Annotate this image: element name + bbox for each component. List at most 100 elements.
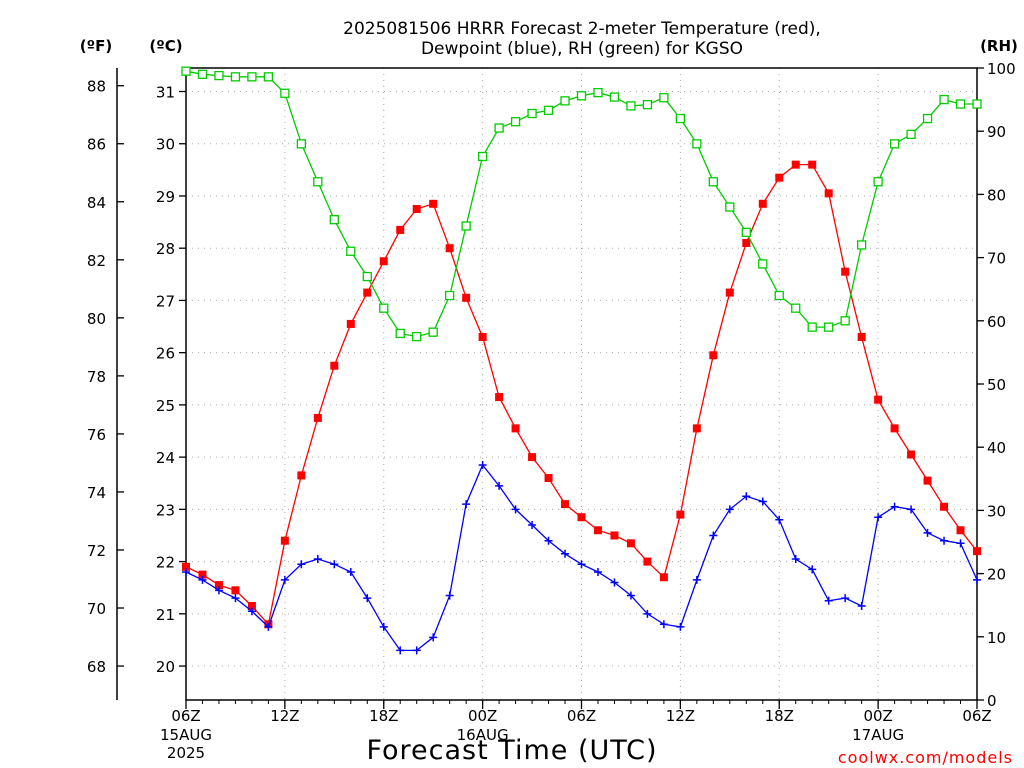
data-point bbox=[609, 92, 620, 102]
data-point bbox=[824, 322, 834, 332]
data-point bbox=[675, 113, 686, 124]
data-point bbox=[626, 539, 635, 548]
data-point bbox=[593, 526, 602, 535]
data-point bbox=[511, 424, 520, 433]
data-point bbox=[313, 554, 322, 563]
data-point bbox=[874, 395, 883, 404]
data-point bbox=[940, 536, 949, 545]
series-1 bbox=[182, 460, 981, 655]
data-point bbox=[907, 450, 916, 459]
tick-label-rh: 20 bbox=[987, 566, 1006, 584]
tick-label-celsius: 26 bbox=[156, 345, 175, 363]
tick-label-celsius: 31 bbox=[156, 84, 175, 102]
tick-label-fahrenheit: 82 bbox=[87, 252, 106, 270]
tick-label-fahrenheit: 78 bbox=[87, 368, 106, 386]
data-point bbox=[889, 139, 900, 149]
data-point bbox=[412, 331, 422, 342]
tick-label-fahrenheit: 70 bbox=[87, 600, 106, 618]
data-point bbox=[857, 332, 866, 341]
data-point bbox=[445, 244, 454, 253]
data-point bbox=[478, 332, 487, 341]
data-point bbox=[742, 492, 751, 501]
tick-label-fahrenheit: 84 bbox=[87, 194, 106, 212]
data-point bbox=[577, 513, 586, 522]
tick-label-celsius: 25 bbox=[156, 397, 175, 415]
data-point bbox=[808, 565, 817, 574]
data-point bbox=[197, 69, 208, 79]
data-point bbox=[791, 160, 800, 169]
data-point bbox=[412, 646, 421, 655]
data-point bbox=[577, 560, 586, 569]
tick-label-rh: 10 bbox=[987, 629, 1006, 647]
data-point bbox=[709, 351, 718, 360]
data-point bbox=[214, 70, 224, 81]
data-point bbox=[824, 596, 833, 605]
data-point bbox=[247, 607, 256, 616]
data-point bbox=[725, 288, 734, 297]
data-point bbox=[626, 101, 636, 111]
series-0 bbox=[182, 160, 981, 629]
data-point bbox=[906, 129, 916, 140]
data-point bbox=[527, 108, 537, 119]
data-point bbox=[774, 290, 784, 301]
tick-label-celsius: 23 bbox=[156, 501, 175, 519]
plot-frame bbox=[185, 67, 978, 701]
data-point bbox=[263, 72, 274, 82]
tick-label-rh: 60 bbox=[987, 313, 1006, 331]
tick-label-celsius: 22 bbox=[156, 554, 175, 572]
tick-label-rh: 50 bbox=[987, 376, 1006, 394]
tick-label-fahrenheit: 74 bbox=[87, 484, 106, 502]
series-2 bbox=[181, 66, 982, 342]
data-point bbox=[725, 505, 734, 514]
tick-label-time: 18Z bbox=[765, 707, 794, 725]
credit-text: coolwx.com/models bbox=[838, 748, 1013, 767]
data-point bbox=[477, 151, 488, 162]
data-point bbox=[659, 573, 668, 582]
data-point bbox=[642, 100, 653, 110]
tick-label-celsius: 21 bbox=[156, 606, 175, 624]
tick-label-fahrenheit: 68 bbox=[87, 658, 106, 676]
data-point bbox=[890, 502, 899, 511]
data-point bbox=[593, 568, 602, 577]
data-point bbox=[363, 288, 372, 297]
data-point bbox=[379, 257, 388, 266]
data-point bbox=[956, 526, 965, 535]
data-point bbox=[396, 225, 405, 234]
data-point bbox=[280, 536, 289, 545]
data-point bbox=[182, 568, 190, 577]
data-point bbox=[692, 424, 701, 433]
data-point bbox=[922, 113, 933, 124]
data-point bbox=[461, 221, 471, 231]
tick-label-time: 06Z bbox=[567, 707, 596, 725]
fahrenheit-unit-label: (ºF) bbox=[80, 37, 112, 55]
data-point bbox=[313, 413, 322, 422]
data-point bbox=[742, 238, 751, 247]
data-point bbox=[379, 622, 388, 631]
tick-label-time: 00Z bbox=[863, 707, 892, 725]
data-point bbox=[396, 646, 405, 655]
data-point bbox=[346, 246, 356, 256]
tick-label-date: 16AUG bbox=[457, 726, 509, 744]
data-point bbox=[544, 474, 553, 483]
tick-label-fahrenheit: 80 bbox=[87, 310, 106, 328]
data-point bbox=[973, 547, 981, 556]
data-point bbox=[725, 202, 735, 212]
data-point bbox=[264, 622, 273, 631]
data-point bbox=[198, 575, 207, 584]
data-point bbox=[510, 117, 521, 127]
data-point bbox=[495, 481, 504, 490]
data-point bbox=[362, 271, 372, 282]
tick-label-celsius: 28 bbox=[156, 240, 175, 258]
data-point bbox=[247, 601, 256, 610]
data-point bbox=[495, 393, 504, 402]
tick-label-date: 15AUG bbox=[160, 726, 212, 744]
data-point bbox=[593, 87, 603, 98]
data-point bbox=[791, 554, 800, 563]
data-point bbox=[280, 575, 289, 584]
data-point bbox=[940, 502, 949, 511]
data-point bbox=[576, 91, 587, 101]
tick-label-fahrenheit: 76 bbox=[87, 426, 106, 444]
data-point bbox=[956, 539, 965, 548]
data-point bbox=[429, 633, 438, 642]
